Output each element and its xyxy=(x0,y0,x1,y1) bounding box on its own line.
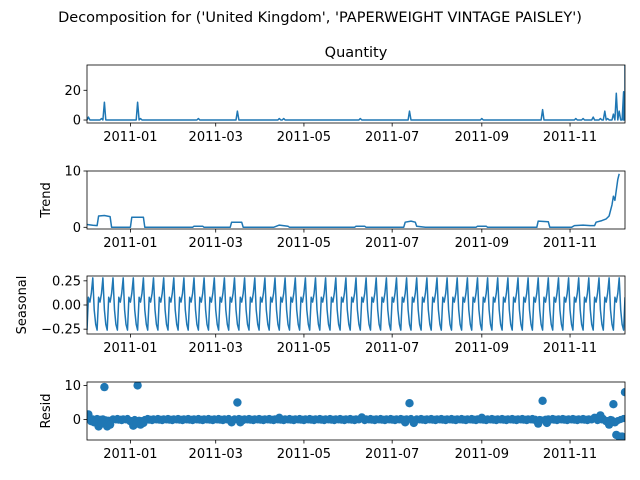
y-tick-label: 10 xyxy=(64,379,81,394)
resid-point xyxy=(620,388,625,397)
resid-point xyxy=(409,418,418,428)
x-tick-label: 2011-07 xyxy=(365,341,419,356)
x-tick-label: 2011-03 xyxy=(189,447,243,462)
x-tick-label: 2011-01 xyxy=(103,130,157,145)
x-tick-label: 2011-01 xyxy=(103,447,157,462)
resid-point xyxy=(105,420,115,429)
resid-point xyxy=(357,413,366,422)
y-tick-label: 0 xyxy=(73,221,81,236)
figure-suptitle: Decomposition for ('United Kingdom', 'PA… xyxy=(58,10,582,26)
resid-point xyxy=(87,410,93,419)
x-tick-label: 2011-11 xyxy=(543,341,597,356)
panel-4: 0 10 2011-01 2011-03 2011-05 2011-07 2011-09 20… xyxy=(39,379,626,462)
resid-point xyxy=(236,418,245,427)
x-tick-label: 2011-07 xyxy=(365,130,419,145)
panel-ylabel: Resid xyxy=(39,393,54,428)
seasonal-line xyxy=(87,277,625,331)
panel-title: Quantity xyxy=(325,45,388,61)
panels: 0 20 2011-01 2011-03 2011-05 2011-07 2011-09 20… xyxy=(15,45,626,462)
x-tick-label: 2011-11 xyxy=(543,447,597,462)
axes-frame xyxy=(86,381,626,441)
resid-point xyxy=(596,411,605,420)
axes-frame xyxy=(86,64,626,124)
quantity-line xyxy=(87,65,625,121)
panel-data xyxy=(87,277,625,331)
x-tick-label: 2011-09 xyxy=(455,447,509,462)
x-tick-label: 2011-03 xyxy=(189,130,243,145)
x-tick-label: 2011-07 xyxy=(365,236,419,251)
x-tick-label: 2011-01 xyxy=(103,341,157,356)
resid-point xyxy=(610,418,620,427)
resid-point xyxy=(405,399,414,408)
x-tick-label: 2011-05 xyxy=(277,236,331,251)
x-tick-label: 2011-05 xyxy=(277,341,331,356)
resid-point xyxy=(100,382,109,392)
x-tick-label: 2011-05 xyxy=(277,130,331,145)
resid-point xyxy=(477,413,486,422)
resid-point xyxy=(275,413,284,422)
x-tick-label: 2011-09 xyxy=(455,236,509,251)
y-tick-label: 0 xyxy=(73,114,81,129)
x-tick-label: 2011-05 xyxy=(277,447,331,462)
x-tick-label: 2011-01 xyxy=(103,236,157,251)
panel-3: −0.25 0.00 0.25 2011-01 2011-03 2011-05 2011-0… xyxy=(15,274,626,356)
resid-point xyxy=(538,396,547,405)
trend-line xyxy=(87,173,620,229)
resid-point xyxy=(542,418,552,428)
resid-point xyxy=(227,418,236,427)
y-tick-label: 20 xyxy=(64,84,81,99)
resid-point xyxy=(609,400,618,409)
x-tick-label: 2011-11 xyxy=(543,236,597,251)
panel-ylabel: Trend xyxy=(39,182,54,219)
resid-point xyxy=(617,432,625,440)
y-tick-label: 0.25 xyxy=(52,274,81,289)
resid-point xyxy=(534,419,543,428)
resid-point xyxy=(233,398,242,407)
x-tick-label: 2011-09 xyxy=(455,341,509,356)
resid-point xyxy=(620,414,625,423)
x-tick-label: 2011-09 xyxy=(455,130,509,145)
resid-point xyxy=(139,418,148,428)
resid-point xyxy=(401,418,410,427)
panel-data xyxy=(87,173,620,229)
y-tick-label: 10 xyxy=(64,165,81,180)
panel-2: 0 10 2011-01 2011-03 2011-05 2011-07 2011-09 20… xyxy=(39,165,626,251)
panel-ylabel: Seasonal xyxy=(15,276,30,335)
x-tick-label: 2011-11 xyxy=(543,130,597,145)
y-tick-label: −0.25 xyxy=(41,323,81,338)
y-tick-label: 0.00 xyxy=(52,299,81,314)
panel-1: 0 20 2011-01 2011-03 2011-05 2011-07 2011-09 20… xyxy=(64,45,626,145)
x-tick-label: 2011-03 xyxy=(189,236,243,251)
panel-data xyxy=(87,382,625,440)
x-tick-label: 2011-07 xyxy=(365,447,419,462)
axes-frame xyxy=(86,170,626,230)
panel-data xyxy=(87,65,625,121)
resid-point xyxy=(133,382,142,390)
y-tick-label: 0 xyxy=(73,413,81,428)
x-tick-label: 2011-03 xyxy=(189,341,243,356)
